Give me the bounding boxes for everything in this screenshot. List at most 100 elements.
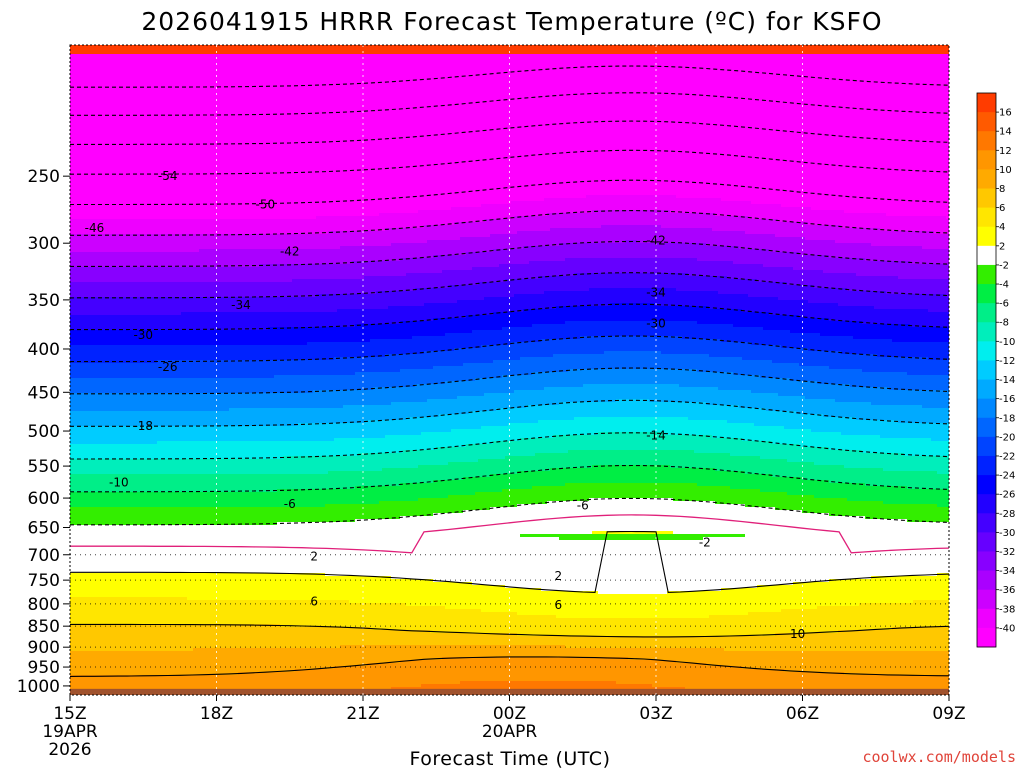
colorbar-swatch [977,284,996,304]
time-gridlines [216,45,803,695]
colorbar-label: -8 [999,318,1009,329]
y-tick-label: 850 [28,617,60,637]
y-tick-label: 600 [28,489,60,509]
isotherm-label: -50 [256,197,276,211]
colorbar-label: -40 [999,623,1015,634]
colorbar-swatch [977,112,996,132]
colorbar-swatch [977,360,996,380]
colorbar-label: -32 [999,547,1015,558]
y-tick-label: 300 [28,234,60,254]
x-tick-date-label: 20APR [482,722,538,742]
colorbar-swatch [977,226,996,247]
colorbar-label: -12 [999,356,1015,367]
isotherm-label: -34 [231,298,251,312]
colorbar-swatch [977,398,996,419]
chart-title: 2026041915 HRRR Forecast Temperature (ºC… [141,7,882,36]
colorbar-swatch [977,245,996,266]
isotherm-label: -54 [158,169,178,183]
x-tick-label: 00Z [493,704,526,724]
x-tick-label: 15Z [53,704,86,724]
isotherm-label: -42 [646,234,666,248]
colorbar-swatch [977,570,996,591]
colorbar-label: -36 [999,585,1015,596]
colorbar-swatch [977,131,996,151]
colorbar-label: 16 [999,108,1012,119]
colorbar-label: -20 [999,432,1015,443]
colorbar-label: -22 [999,451,1015,462]
y-tick-label: 700 [28,546,60,566]
isotherm-label: 6 [310,595,318,609]
colorbar-label: 6 [999,203,1005,214]
colorbar-swatch [977,551,996,571]
temperature-bands [70,45,949,695]
colorbar-swatch [977,264,996,285]
colorbar-swatch [977,169,996,189]
colorbar-label: 10 [999,165,1012,176]
colorbar-label: -4 [999,280,1009,291]
x-tick-date-label: 2026 [48,740,91,760]
y-tick-label: 550 [28,457,60,477]
y-tick-label: 950 [28,658,60,678]
colorbar-label: -34 [999,566,1015,577]
x-tick-label: 21Z [346,704,379,724]
y-tick-label: 250 [28,167,60,187]
colorbar-label: -38 [999,604,1015,615]
colorbar-label: -24 [999,471,1015,482]
isotherm-label: 2 [555,569,563,583]
isotherm-label: -42 [280,245,300,259]
isotherm-labels: -54-50-46-42-42-34-34-30-30-26-18-14-10-… [85,169,806,641]
colorbar-swatch [977,494,996,514]
pressure-axis: 2503003504004505005506006507007508008509… [17,167,70,697]
colorbar-swatch [977,379,996,400]
colorbar-label: -14 [999,375,1015,386]
y-tick-label: 450 [28,383,60,403]
colorbar-swatch [977,417,996,438]
x-tick-label: 06Z [786,704,819,724]
colorbar-label: -28 [999,509,1015,520]
y-tick-label: 750 [28,571,60,591]
y-tick-label: 400 [28,340,60,360]
colorbar-swatch [977,303,996,323]
colorbar-label: 14 [999,127,1012,138]
colorbar-swatch [977,93,996,113]
colorbar-label: -10 [999,337,1015,348]
y-tick-label: 650 [28,519,60,539]
x-axis-title: Forecast Time (UTC) [410,748,611,768]
colorbar-label: 12 [999,146,1012,157]
colorbar-label: 2 [999,241,1005,252]
colorbar-swatch [977,589,996,610]
colorbar-label: -30 [999,528,1015,539]
colorbar-swatch [977,436,996,457]
isotherm-label: 6 [555,598,563,612]
colorbar-label: 4 [999,222,1005,233]
isotherm-label: -14 [646,428,666,442]
colorbar-swatch [977,608,996,629]
freezing-line [70,514,949,554]
colorbar-frame [976,92,997,648]
isotherm-line [70,623,949,638]
colorbar-swatch [977,455,996,476]
isotherm-lines [70,65,949,677]
isotherm-label: 10 [790,627,805,641]
isotherm-label: -18 [133,419,153,433]
y-tick-label: 800 [28,595,60,615]
y-tick-label: 350 [28,291,60,311]
colorbar-swatch [977,150,996,170]
colorbar-swatch [977,207,996,228]
credit-text: coolwx.com/models [862,748,1016,766]
colorbar-label: -16 [999,394,1015,405]
isotherm-label: -2 [699,535,711,549]
colorbar-label: 8 [999,184,1005,195]
x-tick-label: 09Z [932,704,965,724]
isotherm-label: -30 [133,328,153,342]
isotherm-label: -34 [646,285,666,299]
isotherm-line [70,656,949,677]
isotherm-label: -26 [158,360,178,374]
colorbar-swatch [977,532,996,552]
x-tick-label: 18Z [200,704,233,724]
isotherm-label: -30 [646,316,666,330]
isotherm-label: -10 [109,475,129,489]
isotherm-label: -6 [284,497,296,511]
